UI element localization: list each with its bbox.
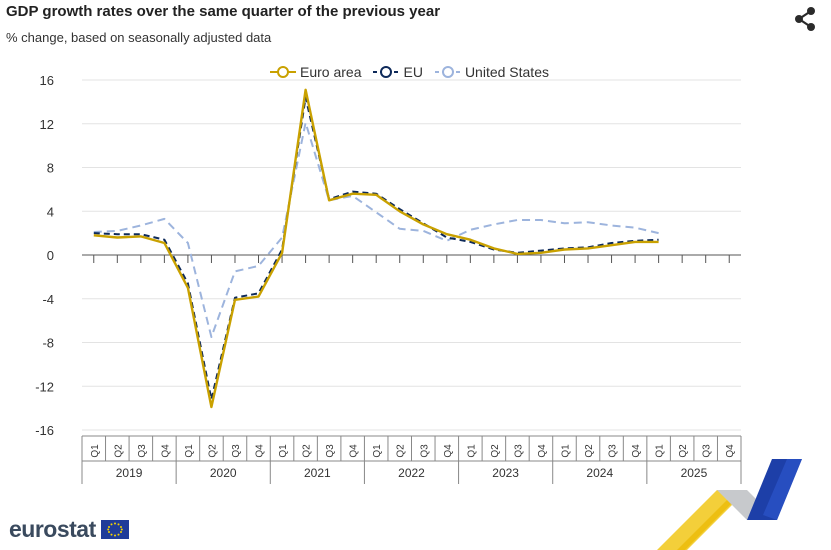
legend-label-united-states: United States [464,64,549,80]
year-label-2024: 2024 [586,466,613,480]
quarter-label: Q4 [537,444,548,458]
decorative-chevron-graphic [657,459,802,550]
quarter-label: Q4 [631,444,642,458]
quarter-label: Q3 [513,444,524,458]
legend-marker-united-states [434,66,461,78]
quarter-label: Q1 [278,444,289,458]
quarter-label: Q4 [725,444,736,458]
share-icon[interactable] [792,6,818,32]
quarter-label: Q3 [419,444,430,458]
year-label-2025: 2025 [681,466,708,480]
legend-label-eu: EU [403,64,423,80]
series-line-euro-area [93,88,659,409]
chart-title: GDP growth rates over the same quarter o… [6,3,441,20]
legend-marker-euro-area [270,66,296,78]
legend-item-united-states[interactable]: United States [434,64,549,80]
quarter-label: Q2 [678,444,689,458]
quarter-label: Q1 [655,444,666,458]
quarter-label: Q4 [255,444,266,458]
y-tick-label: -12 [35,379,54,394]
quarter-label: Q1 [372,444,383,458]
y-tick-label: -4 [42,292,54,307]
quarter-label: Q3 [325,444,336,458]
quarter-label: Q4 [160,444,171,458]
quarter-label: Q3 [608,444,619,458]
logo-text: eurostat [9,516,96,542]
quarter-label: Q2 [113,444,124,458]
legend-marker-eu [373,66,400,78]
quarter-label: Q4 [349,444,360,458]
y-tick-label: 12 [40,117,54,132]
quarter-label: Q4 [443,444,454,458]
y-tick-label: 8 [47,161,54,176]
quarter-label: Q2 [490,444,501,458]
legend-item-eu[interactable]: EU [373,64,423,80]
year-label-2021: 2021 [304,466,331,480]
y-tick-label: 4 [47,204,54,219]
y-tick-label: -8 [42,336,54,351]
y-tick-label: -16 [35,423,54,438]
quarter-label: Q2 [207,444,218,458]
legend-item-euro-area[interactable]: Euro area [270,64,361,80]
year-label-2023: 2023 [492,466,519,480]
quarter-label: Q1 [184,444,195,458]
quarter-label: Q3 [231,444,242,458]
eurostat-logo: eurostat [9,516,129,543]
year-label-2022: 2022 [398,466,425,480]
chart-subtitle: % change, based on seasonally adjusted d… [6,30,272,45]
quarter-label: Q2 [396,444,407,458]
legend-label-euro-area: Euro area [300,64,362,80]
series-line-united-states [93,121,659,338]
year-label-2020: 2020 [210,466,237,480]
chart-legend: Euro area EU United States [270,64,549,80]
quarter-label: Q3 [137,444,148,458]
y-tick-label: 0 [47,248,54,263]
eu-flag-icon [100,520,129,539]
quarter-label: Q1 [466,444,477,458]
quarter-label: Q2 [584,444,595,458]
quarter-label: Q3 [702,444,713,458]
y-tick-label: 16 [40,73,54,88]
year-label-2019: 2019 [116,466,143,480]
quarter-label: Q2 [302,444,313,458]
quarter-label: Q1 [90,444,101,458]
quarter-label: Q1 [560,444,571,458]
